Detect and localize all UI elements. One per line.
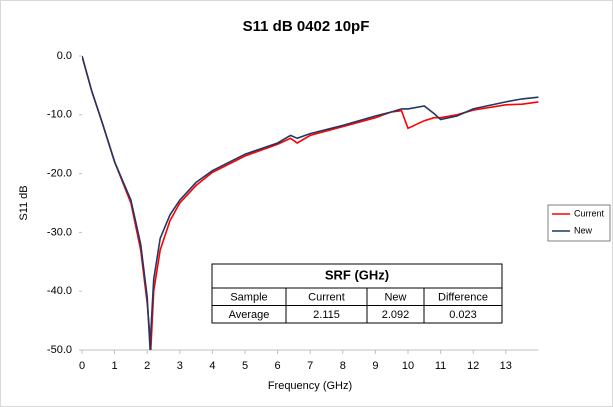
y-tick-label: -40.0: [47, 285, 72, 297]
table-cell: 2.092: [382, 309, 410, 321]
y-tick-label: -50.0: [47, 344, 72, 356]
x-tick-label: 4: [209, 360, 215, 372]
x-tick-label: 9: [372, 360, 378, 372]
plot-lines: [82, 56, 539, 351]
legend-label: Current: [574, 208, 605, 218]
table-cell: Sample: [230, 292, 267, 304]
y-tick-label: 0.0: [57, 50, 72, 62]
table-cell: 0.023: [449, 309, 477, 321]
chart-title: S11 dB 0402 10pF: [243, 18, 370, 35]
x-tick-label: 10: [402, 360, 414, 372]
series-line: [82, 56, 539, 351]
x-tick-label: 2: [144, 360, 150, 372]
table-title: SRF (GHz): [325, 267, 389, 282]
table-cell: New: [384, 292, 406, 304]
x-tick-label: 7: [307, 360, 313, 372]
legend-box: [547, 204, 611, 242]
x-tick-label: 11: [435, 360, 446, 372]
legend-label: New: [574, 225, 593, 235]
y-tick-label: -30.0: [47, 226, 72, 238]
y-axis-label: S11 dB: [18, 185, 30, 220]
table-cell: Difference: [438, 292, 488, 304]
x-tick-label: 6: [275, 360, 281, 372]
table-cell: Average: [229, 309, 270, 321]
x-tick-label: 1: [112, 360, 118, 372]
table-cell: Current: [308, 292, 345, 304]
x-tick-label: 12: [467, 360, 479, 372]
x-tick-label: 0: [79, 360, 85, 372]
table-cell: 2.115: [313, 309, 340, 321]
x-tick-label: 3: [177, 360, 183, 372]
table-frame: [211, 263, 503, 324]
y-tick-label: -20.0: [47, 168, 72, 180]
x-tick-label: 13: [500, 360, 512, 372]
x-tick-label: 5: [242, 360, 248, 372]
x-axis-label: Frequency (GHz): [268, 380, 352, 392]
x-tick-label: 8: [340, 360, 346, 372]
y-tick-label: -10.0: [47, 109, 72, 121]
